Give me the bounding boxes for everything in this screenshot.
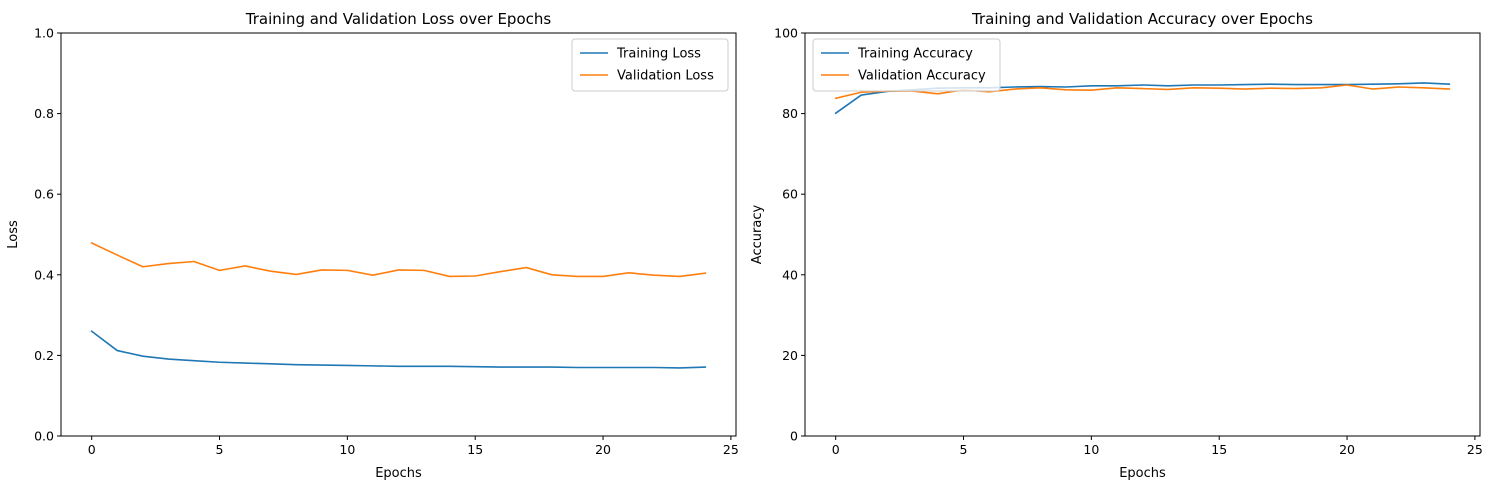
legend-label-1: Training Loss xyxy=(616,47,701,62)
y-tick-label: 20 xyxy=(782,348,798,363)
x-tick-label: 5 xyxy=(216,442,224,457)
legend-label-2: Validation Accuracy xyxy=(858,69,986,84)
legend: Training Loss Validation Loss xyxy=(571,38,729,92)
x-tick-label: 20 xyxy=(1339,442,1355,457)
x-tick-label: 0 xyxy=(88,442,96,457)
y-tick-label: 60 xyxy=(782,187,798,202)
legend-box xyxy=(812,38,1001,92)
y-tick-label: 0 xyxy=(790,429,798,444)
x-tick-label: 15 xyxy=(1211,442,1227,457)
chart-2: 0 5 10 15 20 25 0 20 40 60 80 100 Training and Valid… xyxy=(750,10,1483,481)
y-tick-label: 0.8 xyxy=(34,106,54,121)
x-tick-label: 10 xyxy=(1083,442,1099,457)
y-tick-label: 100 xyxy=(774,26,798,41)
series-line-2 xyxy=(90,241,707,278)
x-tick-label: 20 xyxy=(595,442,611,457)
x-tick-label: 15 xyxy=(467,442,483,457)
legend-label-2: Validation Loss xyxy=(617,69,714,84)
y-tick-label: 0.0 xyxy=(34,429,54,444)
y-tick-label: 40 xyxy=(782,267,798,282)
chart-1: 0 5 10 15 20 25 0.0 0.2 0.4 0.6 0.8 1.0 Training and… xyxy=(6,10,739,481)
x-tick-label: 5 xyxy=(960,442,968,457)
y-axis-label: Loss xyxy=(6,220,21,249)
axes-frame xyxy=(60,32,737,437)
x-axis-label: Epochs xyxy=(375,466,422,481)
chart-title: Training and Validation Loss over Epochs xyxy=(245,10,552,28)
y-tick-label: 0.4 xyxy=(34,267,54,282)
axes-frame xyxy=(804,32,1481,437)
y-tick-label: 1.0 xyxy=(34,26,54,41)
legend-label-1: Training Accuracy xyxy=(857,47,973,62)
series-line-1 xyxy=(90,330,707,369)
x-tick-label: 25 xyxy=(723,442,739,457)
chart-title: Training and Validation Accuracy over Ep… xyxy=(971,10,1313,28)
x-tick-label: 10 xyxy=(339,442,355,457)
y-tick-label: 0.2 xyxy=(34,348,54,363)
legend: Training Accuracy Validation Accuracy xyxy=(812,38,1001,92)
x-tick-label: 0 xyxy=(832,442,840,457)
y-tick-label: 80 xyxy=(782,106,798,121)
y-axis-label: Accuracy xyxy=(750,205,765,265)
y-tick-label: 0.6 xyxy=(34,187,54,202)
x-axis-label: Epochs xyxy=(1119,466,1166,481)
legend-box xyxy=(571,38,729,92)
x-tick-label: 25 xyxy=(1467,442,1483,457)
series-line-2 xyxy=(834,84,1451,100)
